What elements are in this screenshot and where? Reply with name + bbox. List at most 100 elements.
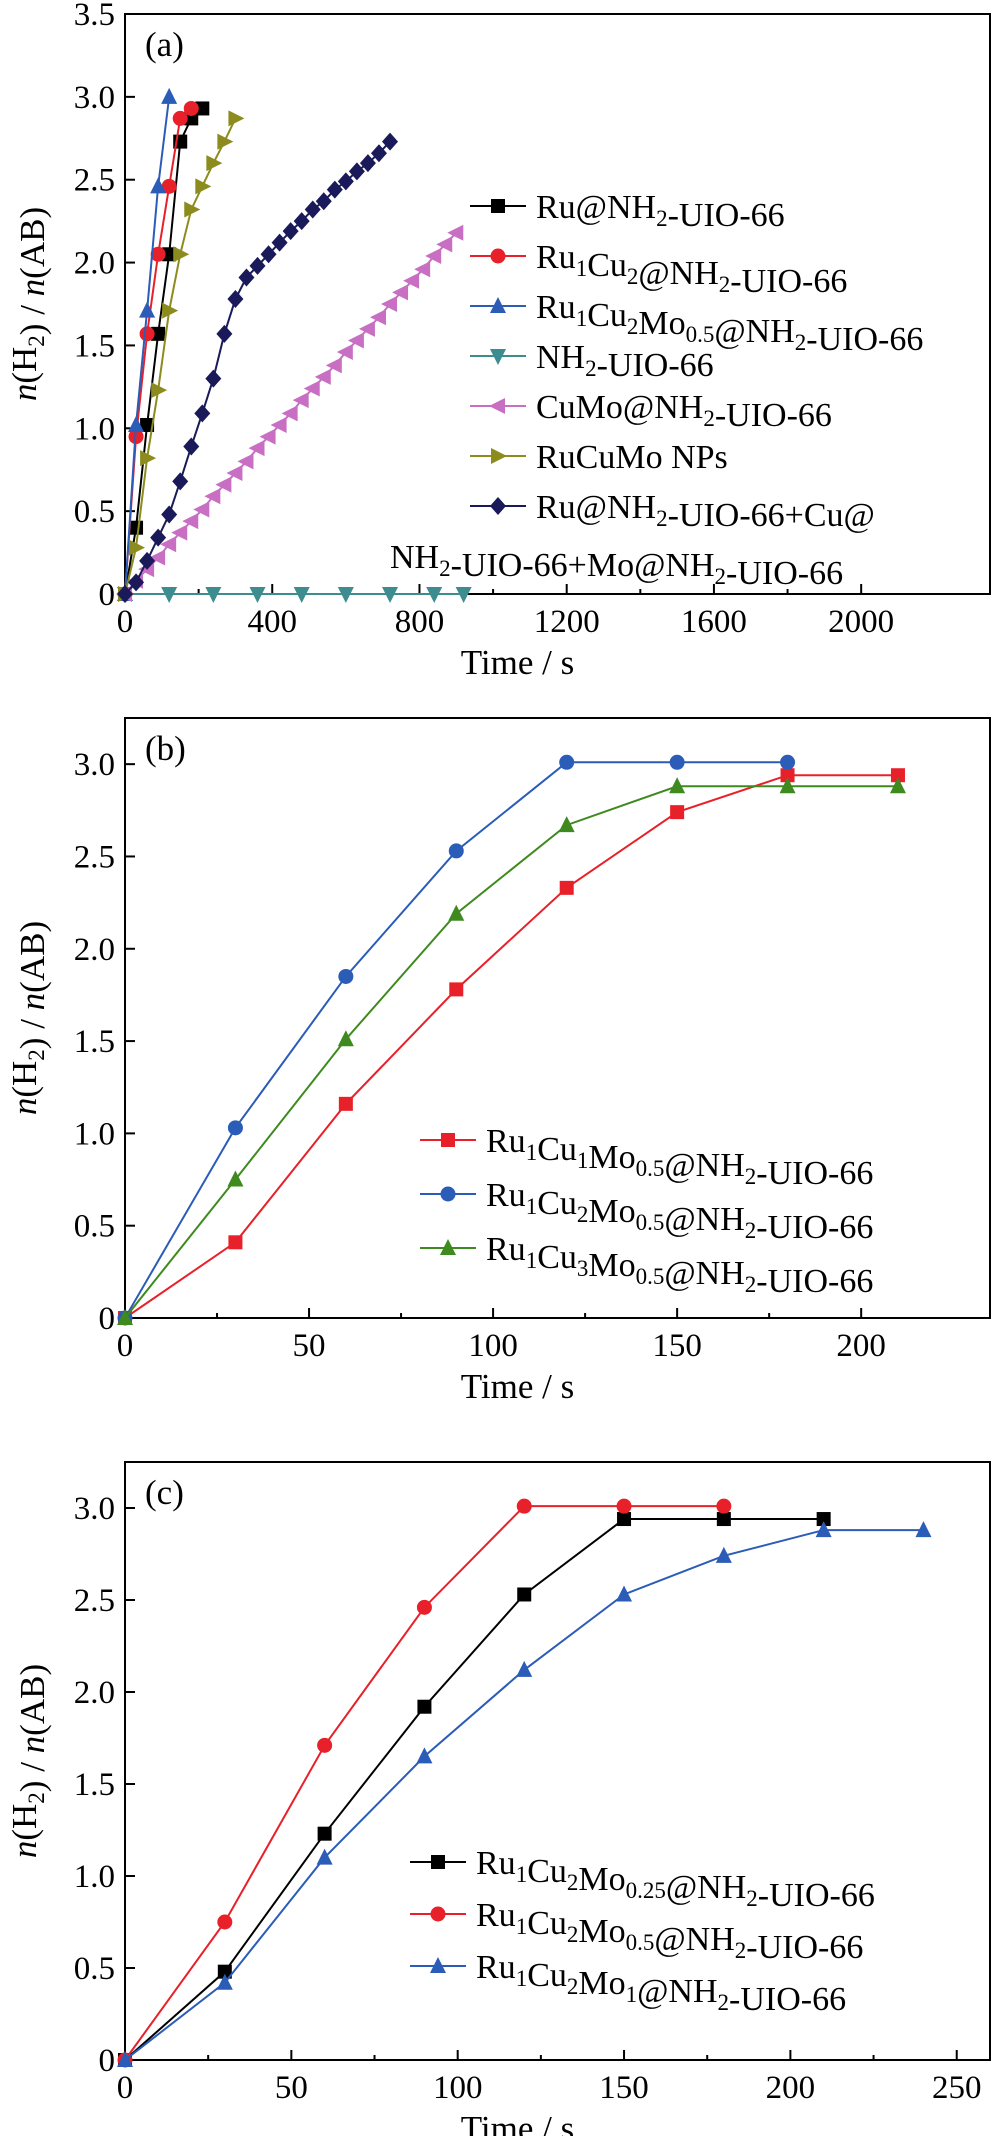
legend-label: CuMo@NH2-UIO-66 [536, 389, 832, 434]
data-point [183, 100, 199, 116]
data-point [716, 1498, 732, 1514]
chart-panel-1: 0 400 800 1200 1600 2000 0 0.5 1.0 1.5 2.0 2.5 3.0 3.… [5, 0, 991, 682]
data-point [237, 453, 254, 470]
data-point [161, 587, 178, 603]
data-point [889, 777, 906, 794]
y-tick-label: 0.5 [74, 1951, 115, 1987]
data-point [151, 382, 168, 399]
series-line [124, 774, 898, 1319]
data-point [183, 437, 200, 456]
data-point [227, 290, 244, 309]
x-tick-label: 100 [433, 2070, 483, 2106]
data-point [890, 768, 905, 783]
data-point [204, 488, 221, 505]
data-point [161, 87, 178, 104]
data-point [382, 587, 399, 603]
data-point [337, 1030, 354, 1047]
data-point [370, 144, 387, 163]
data-point [160, 536, 177, 553]
data-point [117, 585, 133, 603]
y-tick-label: 0.5 [74, 494, 115, 530]
chart-panel-2: 0 50 100 150 200 0 0.5 1.0 1.5 2.0 2.5 3.0 Time / s n… [5, 717, 991, 1406]
data-point [915, 1521, 932, 1538]
legend-marker [491, 448, 507, 464]
data-point [414, 261, 431, 278]
data-point [150, 528, 167, 547]
data-point [195, 178, 212, 195]
x-axis-title: Time / s [461, 643, 574, 682]
y-axis-title: n(H2) / n(AB) [5, 207, 52, 401]
legend: Ru1Cu1Mo0.5@NH2-UIO-66Ru1Cu2Mo0.5@NH2-UI… [420, 1123, 873, 1300]
y-tick-label: 1.5 [74, 1767, 115, 1803]
data-point [172, 472, 189, 491]
y-tick-label: 2.5 [74, 1583, 115, 1619]
data-point [669, 754, 685, 770]
x-tick-label: 1600 [681, 604, 747, 640]
y-tick-label: 3.0 [74, 1491, 115, 1527]
chart-panel-3: 0 50 100 150 200 250 0 0.5 1.0 1.5 2.0 2.5 3.0 Time /… [5, 1461, 991, 2141]
data-point [447, 224, 464, 241]
x-tick-label: 250 [932, 2070, 982, 2106]
legend-label: Ru@NH2-UIO-66 [536, 189, 785, 234]
data-point [139, 326, 155, 342]
data-point [358, 320, 375, 337]
legend-marker [490, 297, 506, 313]
data-point [139, 301, 156, 318]
data-point [316, 1848, 333, 1865]
data-point [325, 357, 342, 374]
data-point [282, 222, 299, 241]
data-point [348, 162, 365, 181]
data-point [314, 368, 331, 385]
plot-frame [124, 1461, 991, 2061]
legend-marker [490, 349, 506, 365]
y-tick-label: 3.0 [74, 80, 115, 116]
series-2 [117, 754, 796, 1326]
data-point [227, 1170, 244, 1187]
data-point [337, 172, 354, 191]
x-tick-label: 150 [652, 1328, 702, 1364]
data-point [326, 180, 343, 199]
data-point [616, 1585, 633, 1602]
data-point [292, 392, 309, 409]
series-5 [116, 224, 464, 602]
data-point [205, 369, 222, 388]
y-tick-label: 2.0 [74, 1675, 115, 1711]
y-tick-label: 0 [99, 577, 116, 613]
data-point [215, 476, 232, 493]
data-point [205, 587, 222, 603]
data-point [559, 880, 574, 895]
data-point [337, 587, 354, 603]
y-axis-title: n(H2) / n(AB) [5, 1664, 52, 1858]
data-point [347, 332, 364, 349]
data-point [270, 416, 287, 433]
panel-label: (c) [145, 1473, 184, 1512]
legend-label-line2: NH2-UIO-66+Mo@NH2-UIO-66 [390, 539, 843, 592]
data-point [382, 132, 399, 151]
x-axis-title: Time / s [461, 2109, 574, 2136]
data-point [217, 1964, 232, 1979]
data-point [271, 233, 288, 252]
x-tick-label: 0 [117, 1328, 134, 1364]
y-tick-label: 3.0 [74, 747, 115, 783]
series-1 [118, 1512, 831, 2067]
data-point [238, 268, 255, 287]
y-tick-label: 2.0 [74, 932, 115, 968]
data-point [162, 247, 177, 262]
series-3 [117, 777, 906, 1325]
legend-label: Ru1Cu2@NH2-UIO-66 [536, 239, 847, 300]
data-point [140, 450, 157, 467]
data-point [304, 200, 321, 219]
data-point [780, 768, 795, 783]
legend-marker [491, 199, 505, 213]
data-point [217, 133, 234, 150]
data-point [217, 1914, 233, 1930]
data-point [117, 1309, 133, 1325]
legend-marker [489, 398, 505, 414]
data-point [381, 296, 398, 312]
data-point [448, 843, 464, 859]
series-6 [118, 110, 245, 602]
legend-label: Ru1Cu2Mo1@NH2-UIO-66 [476, 1949, 846, 2018]
data-point [140, 417, 155, 432]
data-point [162, 302, 179, 319]
